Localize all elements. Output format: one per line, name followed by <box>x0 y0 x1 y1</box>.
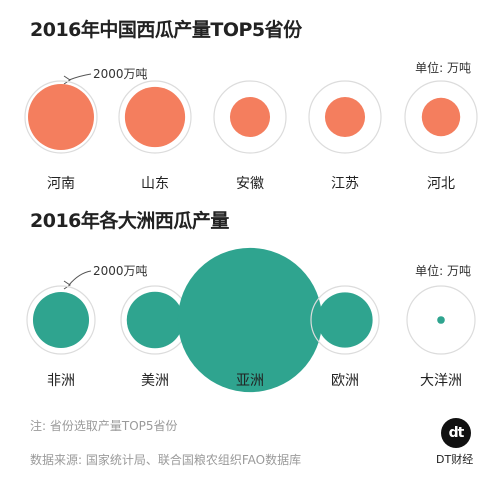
bubble-continent <box>32 291 90 349</box>
category-label-continent: 亚洲 <box>236 373 264 389</box>
reference-ring-continent <box>310 285 380 355</box>
reference-leader-province <box>68 73 92 81</box>
reference-annotation-continent: 2000万吨 <box>93 264 148 278</box>
bubble-province <box>324 96 366 138</box>
footnote: 注: 省份选取产量TOP5省份 <box>30 419 178 433</box>
bubble-continent <box>177 247 323 393</box>
reference-ring-continent <box>406 285 476 355</box>
category-label-province: 安徽 <box>236 176 264 192</box>
reference-arrow-continent <box>63 280 71 290</box>
bubble-province <box>124 86 186 148</box>
category-label-continent: 欧洲 <box>331 373 359 389</box>
data-source: 数据来源: 国家统计局、联合国粮农组织FAO数据库 <box>30 453 302 467</box>
dt-logo: dt <box>441 418 471 448</box>
category-label-province: 江苏 <box>331 176 359 192</box>
reference-ring-province <box>213 80 287 154</box>
reference-annotation-province: 2000万吨 <box>93 67 148 81</box>
chart-title-continents: 2016年各大洲西瓜产量 <box>30 210 229 232</box>
bubble-province <box>28 84 94 150</box>
bubble-continent <box>437 316 445 324</box>
bubble-continent <box>126 291 184 349</box>
category-label-continent: 大洋洲 <box>420 373 462 389</box>
reference-ring-province <box>404 80 478 154</box>
category-label-continent: 非洲 <box>47 373 75 389</box>
reference-ring-province <box>308 80 382 154</box>
category-label-continent: 美洲 <box>141 373 169 389</box>
reference-ring-province <box>118 80 192 154</box>
reference-leader-continent <box>68 270 92 286</box>
reference-ring-continent <box>26 285 96 355</box>
category-label-province: 河南 <box>47 176 75 192</box>
chart-title-provinces: 2016年中国西瓜产量TOP5省份 <box>30 19 302 41</box>
category-label-province: 河北 <box>427 176 455 192</box>
unit-label-continent: 单位: 万吨 <box>415 263 471 278</box>
bubble-continent <box>317 292 373 348</box>
logo-text: DT财经 <box>436 453 474 466</box>
unit-label-province: 单位: 万吨 <box>415 60 471 75</box>
bubble-province <box>229 96 271 138</box>
bubble-province <box>421 97 461 137</box>
reference-arrow-province <box>63 75 71 85</box>
reference-ring-province <box>24 80 98 154</box>
category-label-province: 山东 <box>141 176 169 192</box>
